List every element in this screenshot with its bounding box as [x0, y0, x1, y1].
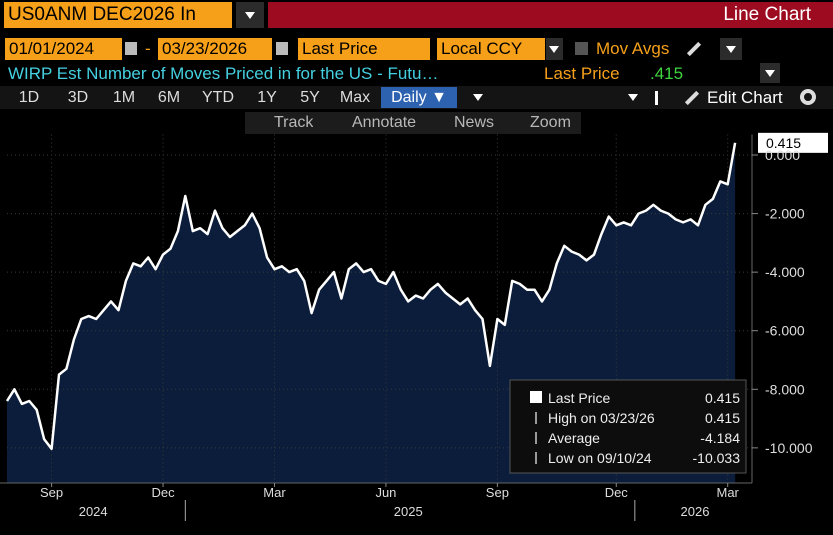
description: WIRP Est Number of Moves Priced in for t… — [8, 64, 439, 83]
y-tick-label: -4.000 — [765, 264, 805, 280]
end-date[interactable]: 03/23/2026 — [158, 38, 272, 60]
tool-button[interactable]: News — [454, 114, 495, 131]
legend-swatch — [530, 391, 542, 403]
field-select[interactable]: Last Price — [298, 38, 430, 60]
security-box[interactable]: US0ANM DEC2026 In — [4, 2, 232, 28]
legend-value: -10.033 — [693, 450, 741, 466]
x-tick-label: Dec — [605, 485, 629, 500]
view-menu[interactable] — [622, 87, 644, 108]
period-button[interactable]: Max — [339, 89, 371, 106]
y-tick-label: 0.000 — [765, 147, 800, 163]
y-tick-label: -2.000 — [765, 206, 805, 222]
x-tick-label: Dec — [151, 485, 175, 500]
line — [5, 142, 737, 451]
last-price-tag — [758, 132, 828, 153]
checkbox[interactable] — [575, 42, 588, 55]
last-price-value: .415 — [650, 64, 684, 83]
frequency-select[interactable]: Daily ▼ — [381, 87, 457, 108]
y-tick-label: -6.000 — [765, 323, 805, 339]
legend-label: Average — [548, 430, 600, 446]
x-tick-label: Mar — [263, 485, 286, 500]
tool-bar — [245, 112, 581, 134]
period-button[interactable]: 1M — [112, 89, 136, 106]
panel-title: Line Chart — [268, 2, 833, 28]
x-tick-label: Jun — [375, 485, 396, 500]
settings-icon[interactable] — [800, 89, 816, 105]
legend-label: Last Price — [548, 390, 610, 406]
legend-value: 0.415 — [705, 410, 740, 426]
collapse-icon[interactable] — [655, 91, 673, 105]
mov-avgs-label[interactable]: Mov Avgs — [596, 39, 670, 58]
legend-value: 0.415 — [705, 390, 740, 406]
calendar-icon[interactable] — [125, 42, 137, 55]
period-button[interactable]: 1Y — [257, 89, 277, 106]
legend-label: High on 03/23/26 — [548, 410, 655, 426]
x-tick-label: Mar — [717, 485, 740, 500]
tool-button[interactable]: Zoom — [530, 114, 571, 131]
currency-select[interactable]: Local CCY — [437, 38, 545, 60]
period-button[interactable]: 6M — [157, 89, 181, 106]
year-label: 2024 — [79, 504, 108, 519]
y-tick-label: -8.000 — [765, 381, 805, 397]
last-price-tag-label: 0.415 — [766, 135, 801, 151]
date-separator: - — [145, 39, 151, 58]
legend-label: Low on 09/10/24 — [548, 450, 652, 466]
tool-button[interactable]: Track — [274, 114, 314, 131]
period-button[interactable]: 5Y — [300, 89, 320, 106]
tool-button[interactable]: Annotate — [352, 114, 417, 131]
x-tick-label: Sep — [40, 485, 63, 500]
start-date[interactable]: 01/01/2024 — [5, 38, 122, 60]
calendar-icon[interactable] — [276, 42, 288, 55]
legend-value: -4.184 — [700, 430, 740, 446]
frequency-menu[interactable] — [467, 87, 489, 108]
edit-chart[interactable]: Edit Chart — [707, 88, 783, 107]
period-button[interactable]: 1D — [18, 89, 40, 106]
legend-box — [509, 379, 747, 474]
currency-menu[interactable] — [546, 38, 563, 60]
y-tick-label: -10.000 — [765, 440, 813, 456]
description-menu[interactable] — [760, 63, 780, 83]
security-menu[interactable] — [236, 2, 264, 28]
year-label: 2026 — [681, 504, 710, 519]
x-tick-label: Sep — [486, 485, 509, 500]
period-button[interactable]: 3D — [67, 89, 89, 106]
last-price-label: Last Price — [544, 64, 620, 83]
period-button[interactable]: YTD — [202, 89, 234, 106]
year-label: 2025 — [394, 504, 423, 519]
options-menu[interactable] — [720, 38, 742, 60]
